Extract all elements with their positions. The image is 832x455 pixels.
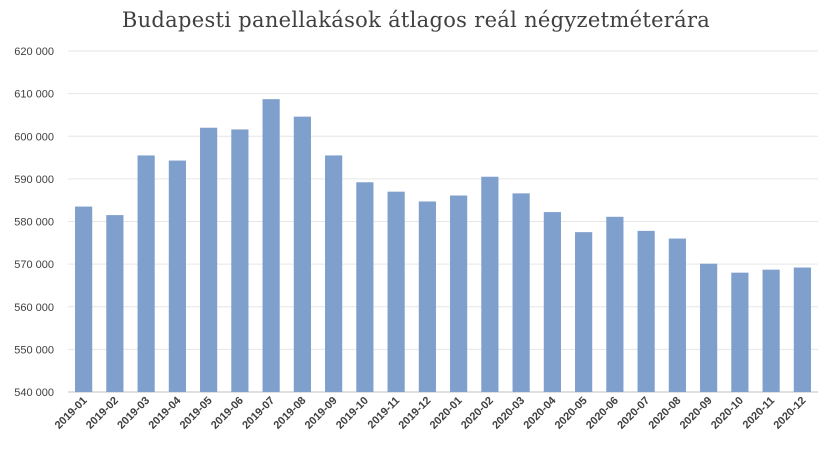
y-tick-label: 560 000 <box>14 302 54 314</box>
y-tick-label: 570 000 <box>14 259 54 271</box>
x-tick-label: 2019-09 <box>303 395 340 432</box>
x-tick-label: 2020-11 <box>741 395 778 432</box>
x-tick-label: 2019-04 <box>146 394 184 432</box>
bar <box>356 182 374 392</box>
x-tick-label: 2019-06 <box>209 395 246 432</box>
x-tick-label: 2019-10 <box>334 395 371 432</box>
bar <box>700 263 718 392</box>
x-tick-label: 2020-10 <box>709 395 746 432</box>
bar <box>543 212 561 392</box>
x-tick-label: 2020-04 <box>521 394 559 432</box>
chart-title: Budapesti panellakások átlagos reál négy… <box>121 8 711 32</box>
x-tick-label: 2019-05 <box>178 395 215 432</box>
bar <box>637 230 655 392</box>
bar <box>200 127 218 392</box>
x-tick-label: 2020-01 <box>428 395 465 432</box>
bar <box>762 269 780 392</box>
bar <box>137 155 155 392</box>
x-tick-label: 2020-07 <box>615 395 652 432</box>
bar <box>387 191 405 392</box>
x-tick-label: 2020-02 <box>459 395 496 432</box>
bar <box>325 155 343 392</box>
x-tick-label: 2019-01 <box>53 395 90 432</box>
bar <box>793 267 811 392</box>
y-tick-label: 580 000 <box>14 217 54 229</box>
x-tick-label: 2019-07 <box>240 395 277 432</box>
x-tick-label: 2019-08 <box>271 395 308 432</box>
bar <box>731 272 749 392</box>
x-tick-label: 2019-03 <box>115 395 152 432</box>
x-tick-label: 2019-12 <box>396 395 433 432</box>
bar <box>450 195 468 392</box>
y-tick-label: 540 000 <box>14 387 54 399</box>
x-tick-label: 2020-09 <box>678 395 715 432</box>
y-tick-label: 610 000 <box>14 89 54 101</box>
bar <box>293 116 311 392</box>
bar <box>75 206 93 392</box>
bar <box>262 99 280 392</box>
bar <box>575 232 593 392</box>
y-tick-label: 600 000 <box>14 131 54 143</box>
bar <box>481 176 499 392</box>
bar <box>418 201 436 392</box>
x-tick-label: 2020-08 <box>646 395 683 432</box>
bar <box>668 238 686 392</box>
x-tick-label: 2019-02 <box>84 395 121 432</box>
bar <box>231 129 249 392</box>
bar <box>606 216 624 392</box>
x-tick-label: 2020-06 <box>584 395 621 432</box>
y-tick-label: 620 000 <box>14 46 54 58</box>
x-tick-label: 2020-12 <box>771 395 808 432</box>
y-tick-label: 590 000 <box>14 174 54 186</box>
bar <box>168 160 186 392</box>
x-tick-label: 2020-05 <box>553 395 590 432</box>
x-tick-label: 2019-11 <box>366 395 403 432</box>
bar <box>106 215 124 392</box>
x-tick-label: 2020-03 <box>490 395 527 432</box>
y-tick-label: 550 000 <box>14 344 54 356</box>
bar <box>512 193 530 392</box>
